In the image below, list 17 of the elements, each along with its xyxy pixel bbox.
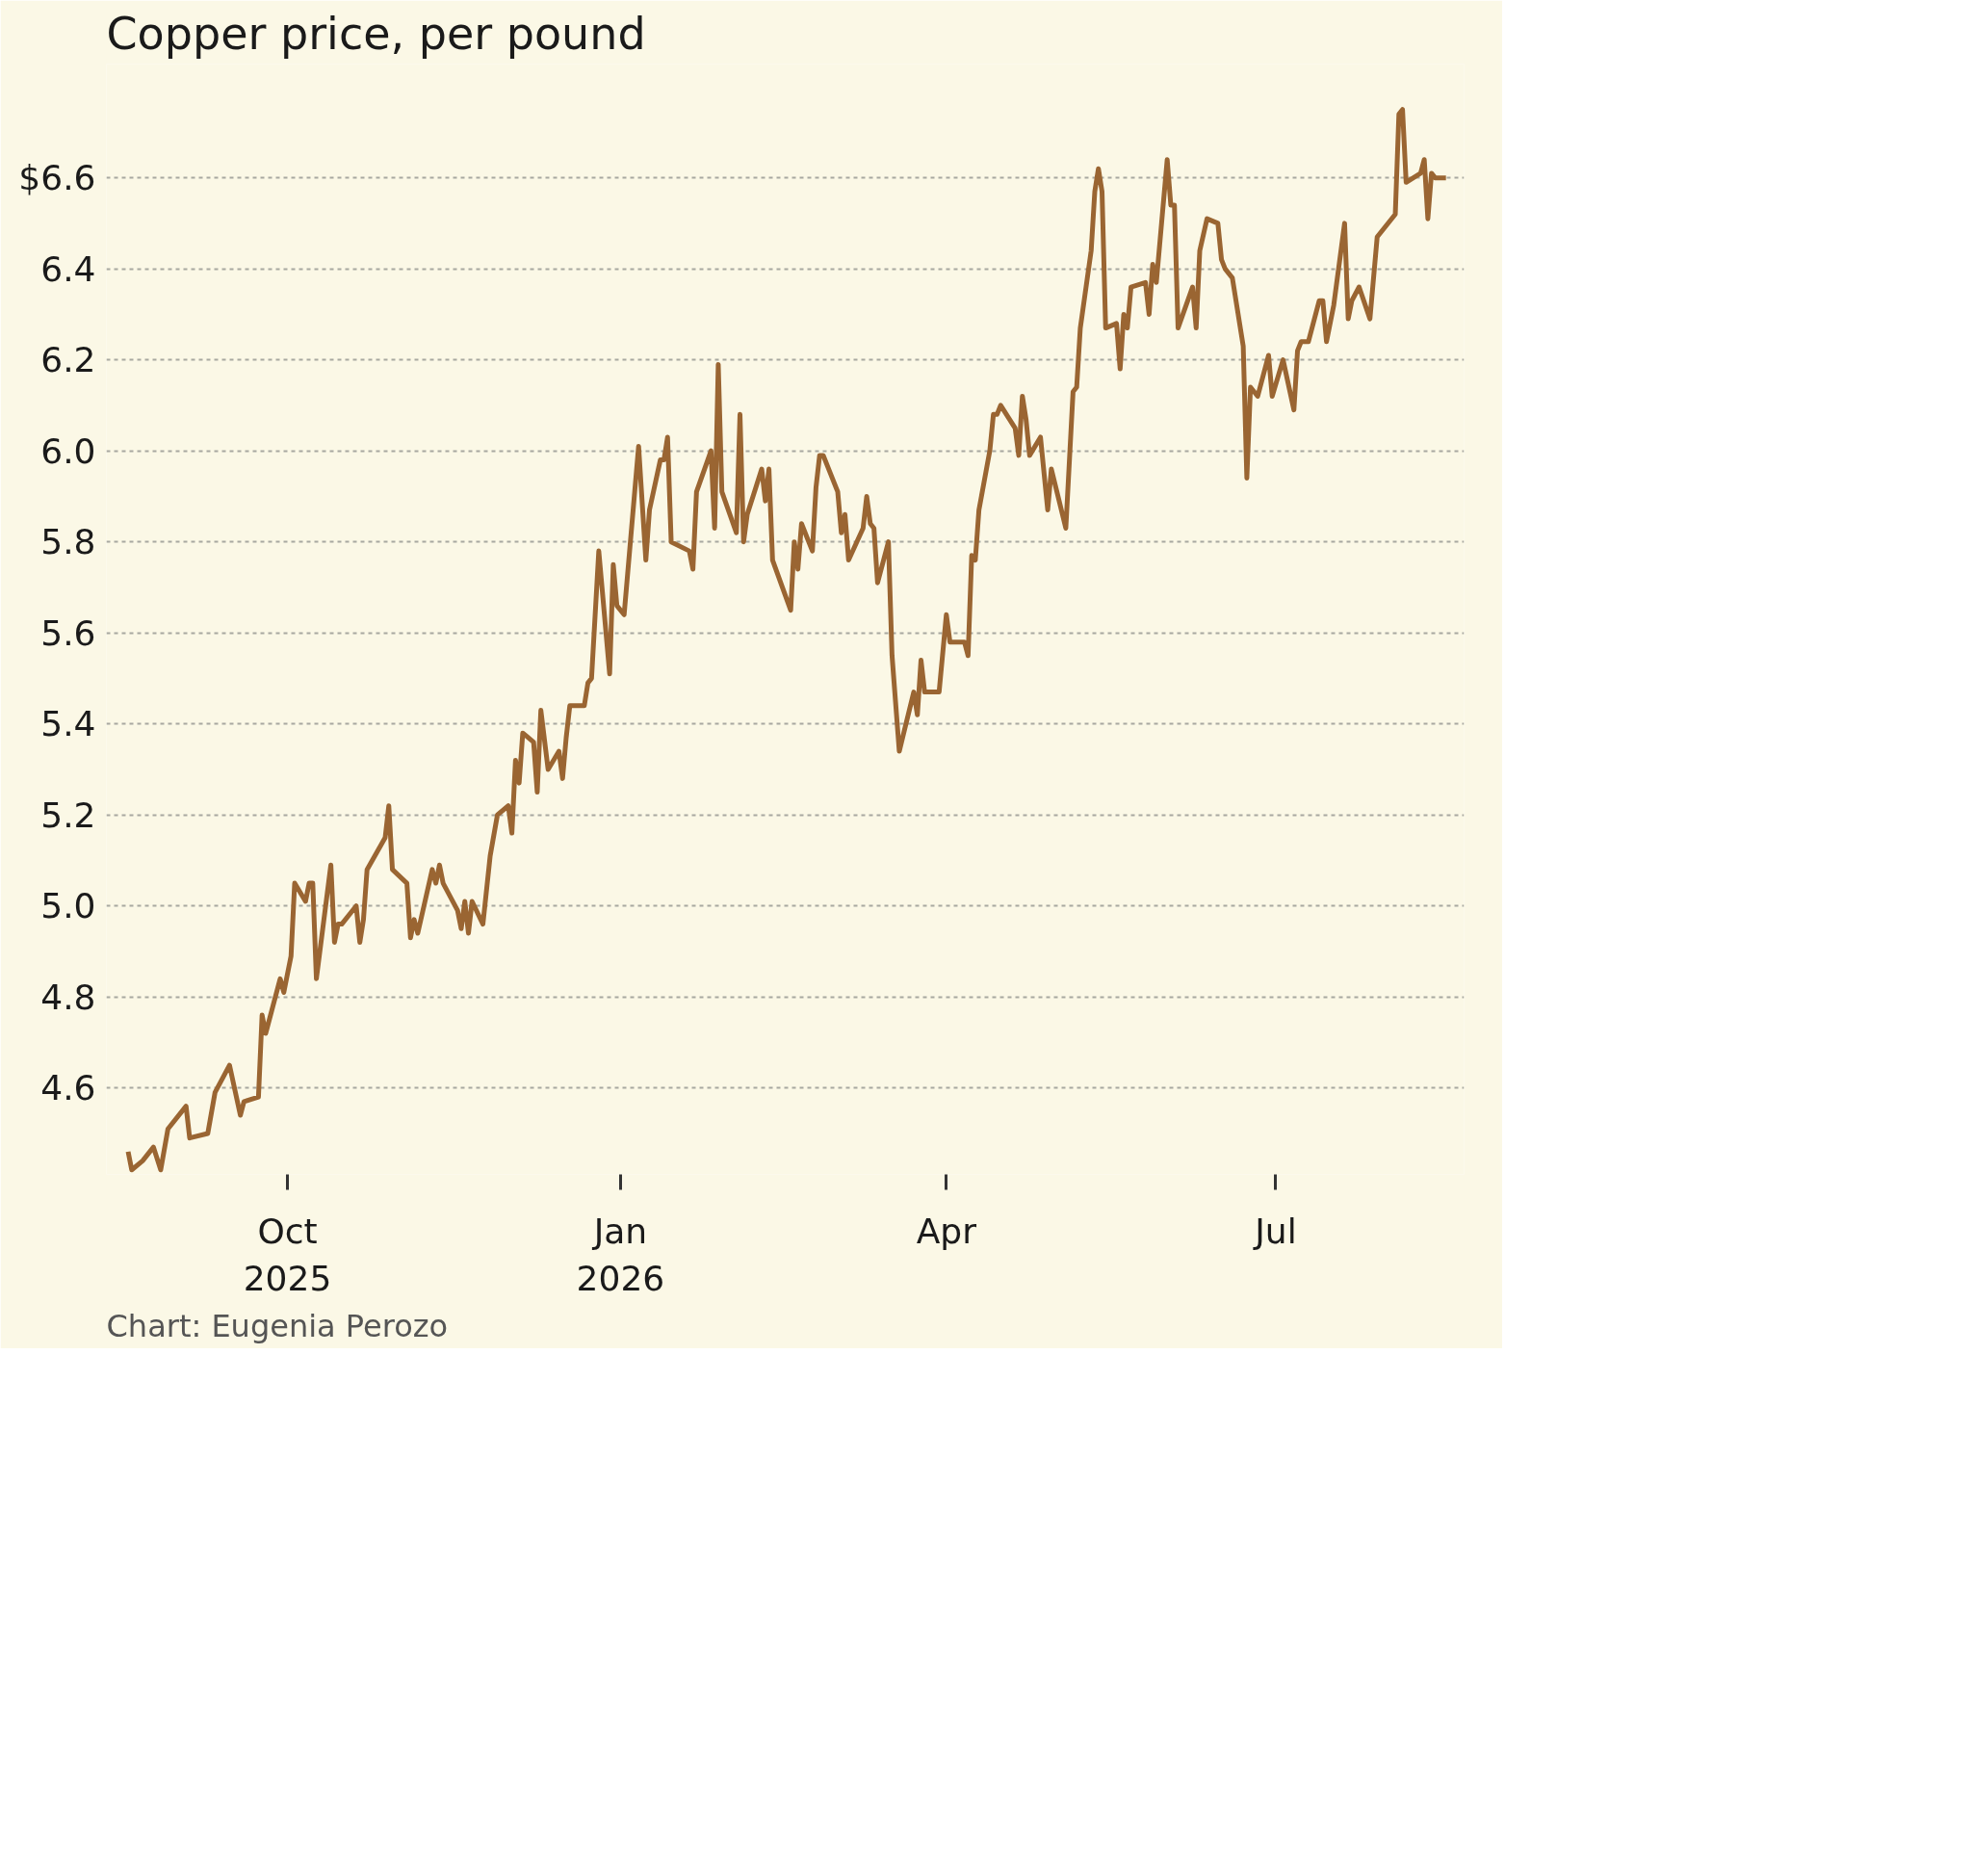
y-tick-label: 6.2 [40, 340, 96, 380]
y-tick-label: 6.4 [40, 248, 96, 289]
y-tick-label: 6.0 [40, 430, 96, 471]
y-tick-label: 5.2 [40, 795, 96, 835]
y-tick-label: 4.8 [40, 977, 96, 1017]
y-tick-label: 4.6 [40, 1068, 96, 1108]
x-tick-label: Jan 2026 [576, 1211, 665, 1298]
y-tick-label: $6.6 [18, 158, 96, 198]
y-tick-label: 5.0 [40, 886, 96, 926]
text: Chart: Eugenia Perozo [106, 1307, 449, 1344]
y-tick-label: 5.4 [40, 704, 96, 744]
y-tick-label: 5.6 [40, 612, 96, 653]
x-tick-label: Apr [916, 1211, 977, 1251]
x-tick-label: Jul [1253, 1211, 1297, 1251]
x-tick-label: Oct 2025 [243, 1211, 332, 1298]
chart-title: Copper price, per pound [106, 7, 646, 60]
y-tick-label: 5.8 [40, 522, 96, 562]
